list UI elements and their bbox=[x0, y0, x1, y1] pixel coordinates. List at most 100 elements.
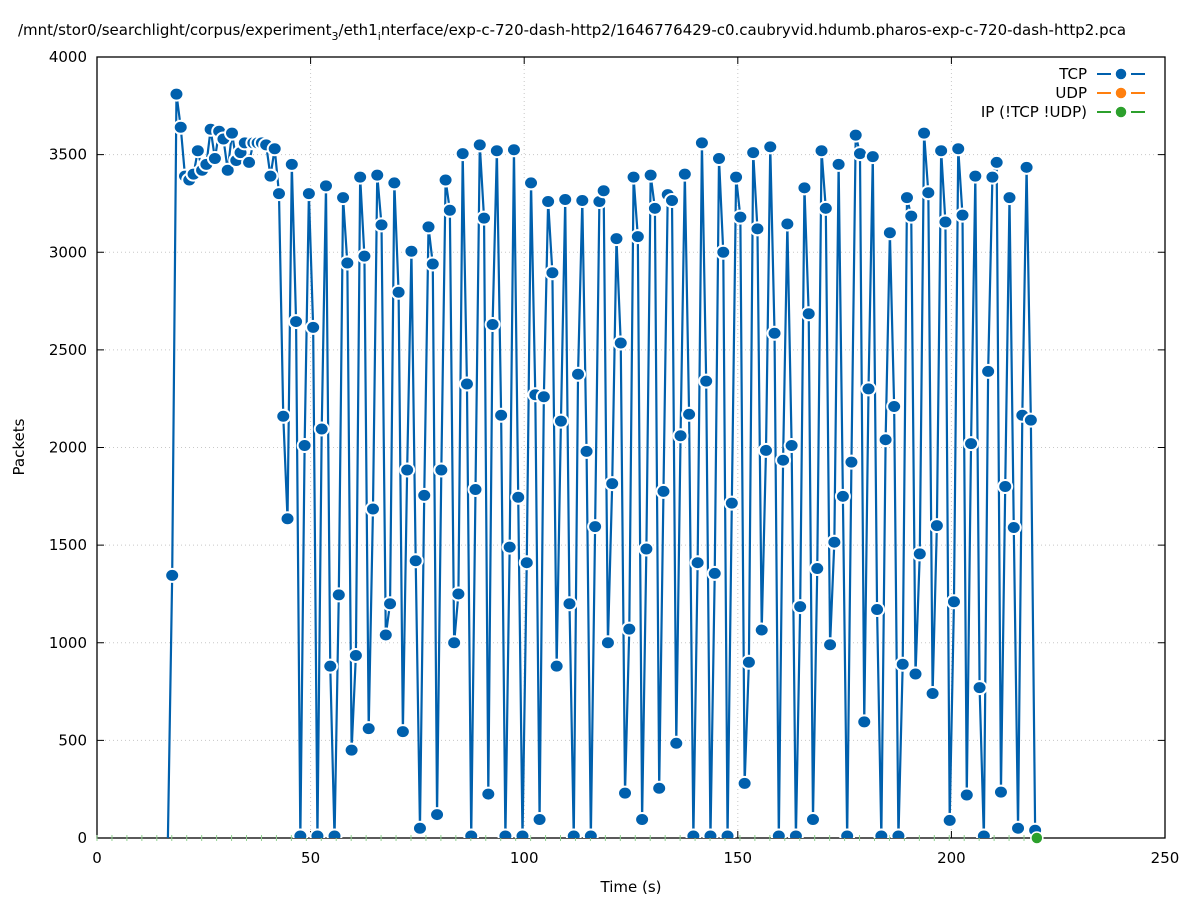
tcp-series bbox=[164, 86, 1044, 838]
x-tick-label: 200 bbox=[937, 849, 966, 867]
tcp-point bbox=[971, 680, 988, 696]
tcp-point bbox=[411, 820, 428, 836]
tcp-point bbox=[582, 828, 599, 838]
tcp-point bbox=[676, 166, 693, 182]
tcp-point bbox=[664, 193, 681, 209]
tcp-point bbox=[386, 175, 403, 191]
tcp-point bbox=[886, 398, 903, 414]
tcp-point bbox=[493, 407, 510, 423]
tcp-point bbox=[800, 306, 817, 322]
ip-point bbox=[1030, 831, 1044, 845]
tcp-point bbox=[172, 119, 189, 135]
tcp-point bbox=[963, 436, 980, 452]
tcp-point bbox=[967, 168, 984, 184]
tcp-point bbox=[988, 154, 1005, 170]
tcp-point bbox=[749, 221, 766, 237]
tcp-point bbox=[394, 724, 411, 740]
tcp-point bbox=[565, 828, 582, 838]
tcp-point bbox=[736, 775, 753, 791]
tcp-point bbox=[505, 142, 522, 158]
tcp-point bbox=[843, 454, 860, 470]
tcp-point bbox=[762, 139, 779, 155]
x-axis-title: Time (s) bbox=[600, 878, 662, 896]
tcp-point bbox=[292, 828, 309, 838]
tcp-point bbox=[471, 137, 488, 153]
tcp-point bbox=[945, 594, 962, 610]
y-tick-label: 1000 bbox=[49, 634, 87, 652]
tcp-point bbox=[723, 495, 740, 511]
tcp-point bbox=[813, 143, 830, 159]
tcp-point bbox=[984, 169, 1001, 185]
tcp-point bbox=[501, 539, 518, 555]
tcp-point bbox=[480, 786, 497, 802]
tcp-point bbox=[288, 314, 305, 330]
tcp-point bbox=[950, 141, 967, 157]
tcp-point bbox=[890, 828, 907, 838]
tcp-point bbox=[467, 481, 484, 497]
tcp-point bbox=[578, 443, 595, 459]
tcp-point bbox=[646, 200, 663, 216]
tcp-point bbox=[305, 319, 322, 335]
tcp-point bbox=[557, 192, 574, 208]
tcp-point bbox=[552, 413, 569, 429]
tcp-point bbox=[369, 167, 386, 183]
tcp-point bbox=[476, 210, 493, 226]
tcp-point bbox=[702, 828, 719, 838]
plot-border bbox=[96, 56, 1166, 839]
legend-label: UDP bbox=[1055, 84, 1087, 102]
tcp-point bbox=[352, 169, 369, 185]
tcp-point bbox=[638, 541, 655, 557]
tcp-point bbox=[296, 438, 313, 454]
tcp-point bbox=[424, 256, 441, 272]
legend-marker bbox=[1114, 105, 1128, 119]
tcp-point bbox=[698, 373, 715, 389]
tcp-point bbox=[775, 452, 792, 468]
tcp-point bbox=[903, 208, 920, 224]
tcp-point bbox=[531, 811, 548, 827]
y-tick-label: 0 bbox=[77, 829, 87, 847]
tcp-point bbox=[523, 175, 540, 191]
tcp-point bbox=[450, 586, 467, 602]
x-tick-label: 0 bbox=[92, 849, 102, 867]
tcp-point bbox=[416, 487, 433, 503]
tcp-point bbox=[561, 596, 578, 612]
tcp-point bbox=[779, 216, 796, 232]
tcp-point bbox=[322, 658, 339, 674]
tcp-point bbox=[681, 406, 698, 422]
tcp-point bbox=[877, 432, 894, 448]
tcp-point bbox=[881, 225, 898, 241]
tcp-point bbox=[898, 190, 915, 206]
tcp-point bbox=[403, 243, 420, 259]
tcp-point bbox=[437, 172, 454, 188]
tcp-point bbox=[668, 735, 685, 751]
y-axis-title: Packets bbox=[10, 418, 28, 475]
tcp-point bbox=[804, 811, 821, 827]
tcp-point bbox=[544, 265, 561, 281]
tcp-point bbox=[262, 168, 279, 184]
tcp-point bbox=[847, 127, 864, 143]
tcp-point bbox=[347, 647, 364, 663]
tcp-point bbox=[407, 553, 424, 569]
tcp-point bbox=[168, 86, 185, 102]
tcp-point bbox=[241, 154, 258, 170]
tcp-point bbox=[783, 438, 800, 454]
tcp-point bbox=[300, 186, 317, 202]
tcp-point bbox=[706, 565, 723, 581]
tcp-point bbox=[911, 546, 928, 562]
tcp-point bbox=[728, 169, 745, 185]
tcp-point bbox=[787, 828, 804, 838]
tcp-point bbox=[463, 828, 480, 838]
tcp-point bbox=[796, 180, 813, 196]
tcp-point bbox=[189, 143, 206, 159]
tcp-point bbox=[954, 207, 971, 223]
tcp-point bbox=[429, 807, 446, 823]
tcp-point bbox=[1018, 159, 1035, 175]
tcp-point bbox=[651, 780, 668, 796]
y-tick-label: 2000 bbox=[49, 439, 87, 457]
tcp-point bbox=[382, 596, 399, 612]
tcp-point bbox=[399, 462, 416, 478]
tcp-point bbox=[1010, 820, 1027, 836]
tcp-point bbox=[275, 408, 292, 424]
tcp-point bbox=[514, 828, 531, 838]
